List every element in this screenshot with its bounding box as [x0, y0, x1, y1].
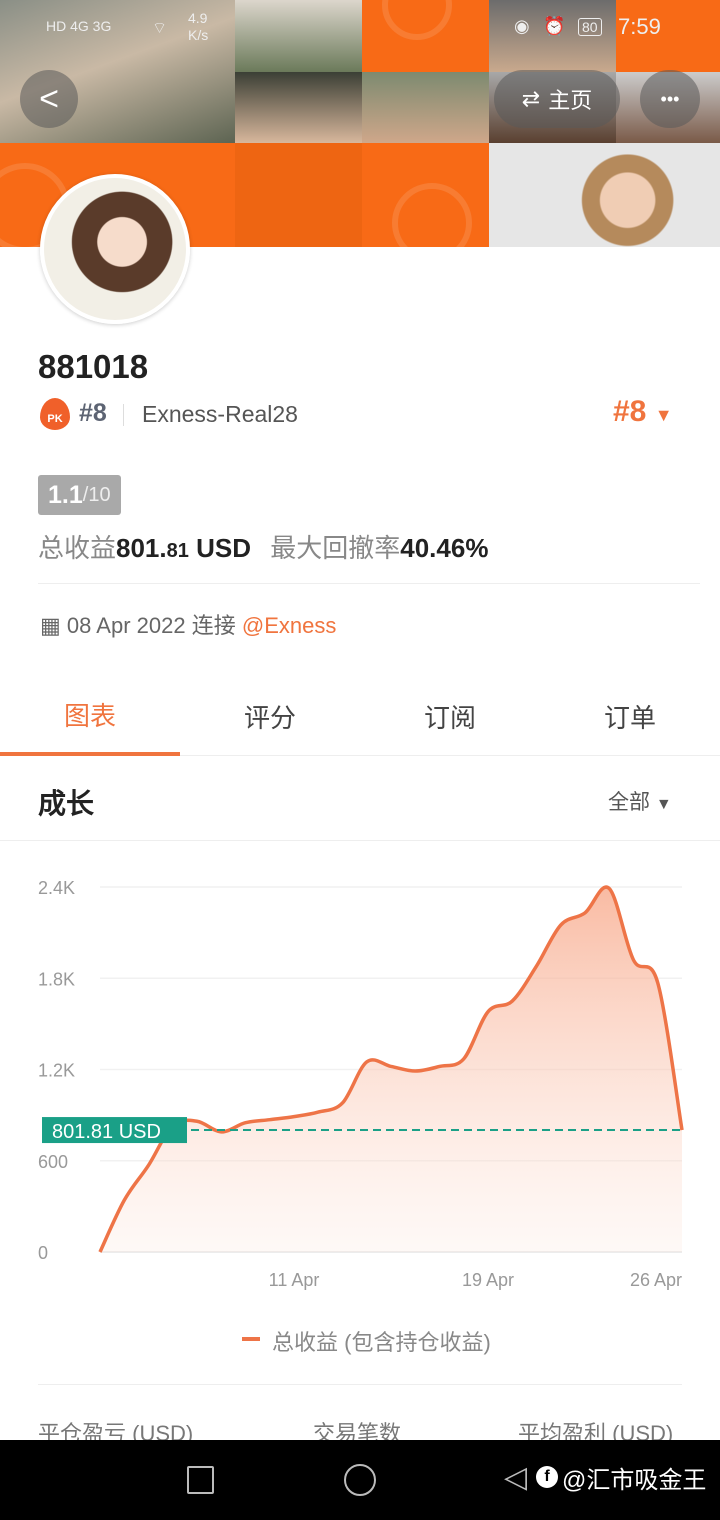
current-value-label: 801.81 USD	[52, 1121, 161, 1143]
swap-icon: ⇄	[521, 86, 541, 111]
legend-swatch	[242, 1337, 260, 1341]
network-indicator: HD 4G 3G	[46, 18, 112, 34]
tab-chart[interactable]: 图表	[0, 676, 180, 756]
y-tick-label: 1.8K	[38, 969, 75, 989]
more-button[interactable]: •••	[640, 70, 700, 128]
eye-icon: ◉	[514, 16, 530, 36]
max-drawdown-value: 40.46%	[400, 533, 489, 563]
x-tick-label: 26 Apr	[630, 1270, 682, 1290]
banner-photo	[489, 0, 616, 72]
y-tick-label: 1.2K	[38, 1061, 75, 1081]
banner-tile	[616, 0, 720, 72]
connected-label: 连接	[191, 613, 236, 638]
tab-score[interactable]: 评分	[243, 702, 296, 733]
status-bar: HD 4G 3G ⌔ 4.9 K/s ◉ ⏰ 80 7:59	[0, 10, 720, 46]
banner-photo	[489, 143, 720, 247]
score-max: /10	[82, 483, 111, 506]
back-button[interactable]: <	[20, 70, 78, 128]
rank-dropdown[interactable]: #8 ▼	[613, 395, 673, 429]
caret-down-icon: ▼	[655, 796, 672, 813]
home-button[interactable]: ⇄ 主页	[494, 70, 620, 128]
banner-photo	[362, 72, 489, 143]
connected-date: 08 Apr 2022	[66, 613, 186, 638]
range-filter[interactable]: 全部 ▼	[608, 786, 672, 816]
profit-summary: 总收益801.81 USD 最大回撤率40.46%	[38, 528, 488, 565]
home-label: 主页	[548, 88, 593, 113]
battery-icon: 80	[578, 18, 602, 36]
total-profit-int: 801.	[116, 533, 167, 563]
net-speed: 4.9 K/s	[188, 10, 209, 43]
more-icon: •••	[660, 88, 680, 109]
rank-value: #8	[613, 395, 647, 428]
tab-subscribe[interactable]: 订阅	[423, 702, 476, 733]
max-drawdown-label: 最大回撤率	[270, 533, 401, 563]
caret-down-icon: ▼	[654, 405, 673, 425]
x-tick-label: 19 Apr	[462, 1270, 514, 1290]
pk-rank: #8	[79, 399, 107, 427]
y-tick-label: 0	[38, 1243, 48, 1263]
avatar[interactable]	[40, 174, 190, 324]
divider	[0, 840, 720, 841]
banner-tile	[362, 143, 489, 247]
recents-button[interactable]	[187, 1466, 214, 1494]
broker-link[interactable]: @Exness	[241, 613, 337, 638]
pk-fire-icon: PK	[40, 398, 70, 430]
x-tick-label: 11 Apr	[269, 1270, 320, 1290]
total-profit-unit: USD	[196, 533, 252, 563]
current-value-tag	[42, 1117, 187, 1144]
chevron-left-icon: <	[39, 79, 59, 118]
system-nav-bar: ◁ f @汇市吸金王	[0, 1440, 720, 1520]
calendar-icon: ▦	[40, 613, 61, 638]
section-title: 成长	[38, 788, 95, 819]
pk-label: PK	[47, 413, 63, 425]
growth-chart[interactable]: 0 600 1.2K 1.8K 2.4K 801.81 USD 11 Apr 19 Apr 26…	[0, 860, 720, 1300]
total-profit-label: 总收益	[38, 533, 117, 563]
banner-photo	[235, 0, 362, 72]
watermark: @汇市吸金王	[562, 1467, 707, 1494]
profile-banner	[0, 0, 720, 247]
account-name: 881018	[38, 348, 149, 385]
clock: 7:59	[618, 14, 661, 39]
y-tick-label: 2.4K	[38, 878, 75, 898]
facebook-icon: f	[536, 1466, 558, 1488]
legend-label: 总收益 (包含持仓收益)	[272, 1330, 491, 1355]
server-name: Exness-Real28	[142, 401, 298, 427]
banner-tile	[362, 0, 489, 72]
home-nav-button[interactable]	[344, 1464, 376, 1496]
tab-orders[interactable]: 订单	[603, 702, 656, 733]
alarm-icon: ⏰	[543, 16, 566, 36]
banner-photo	[235, 72, 362, 143]
range-filter-label: 全部	[608, 791, 650, 814]
score-value: 1.1	[48, 480, 83, 509]
divider	[123, 404, 124, 426]
back-nav-button[interactable]: ◁	[504, 1461, 528, 1494]
divider	[38, 583, 700, 584]
wifi-icon: ⌔	[152, 20, 168, 37]
score-badge: 1.1/10	[38, 475, 121, 515]
series-line	[98, 885, 684, 1253]
banner-tile	[235, 143, 362, 247]
y-tick-label: 600	[38, 1152, 68, 1172]
total-profit-dec: 81	[166, 540, 189, 562]
connection-info: ▦ 08 Apr 2022 连接 @Exness	[40, 608, 336, 640]
tab-bar: 图表 评分 订阅 订单	[0, 676, 720, 756]
divider	[38, 1384, 682, 1385]
area-fill	[100, 887, 682, 1252]
